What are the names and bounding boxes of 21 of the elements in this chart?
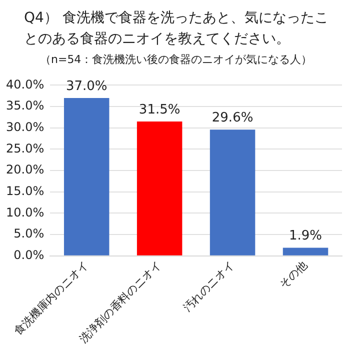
y-tick-label: 35.0%	[6, 98, 44, 113]
y-tick-label: 5.0%	[14, 226, 44, 241]
chart-title: Q4） 食洗機で食器を洗ったあと、気になったことのある食器のニオイを教えてください。	[24, 9, 330, 49]
data-label: 31.5%	[138, 102, 180, 118]
chart-subtitle: （n=54：食洗機洗い後の食器のニオイが気になる人）	[40, 52, 314, 67]
y-tick-label: 20.0%	[6, 162, 44, 177]
y-tick-label: 30.0%	[6, 120, 44, 134]
bar	[64, 98, 110, 256]
y-tick-label: 10.0%	[6, 205, 44, 220]
bar	[210, 130, 256, 256]
bar	[136, 121, 182, 256]
bar	[282, 248, 328, 256]
y-tick-label: 0.0%	[14, 248, 44, 262]
x-tick-label: 汚れのニオイ	[180, 258, 237, 314]
data-label: 1.9%	[289, 228, 322, 244]
y-tick-label: 15.0%	[6, 184, 44, 198]
x-tick-label: その他	[277, 258, 310, 292]
y-tick-label: 25.0%	[6, 141, 44, 156]
data-label: 37.0%	[66, 78, 108, 94]
y-tick-label: 40.0%	[6, 77, 44, 92]
data-label: 29.6%	[212, 110, 254, 126]
